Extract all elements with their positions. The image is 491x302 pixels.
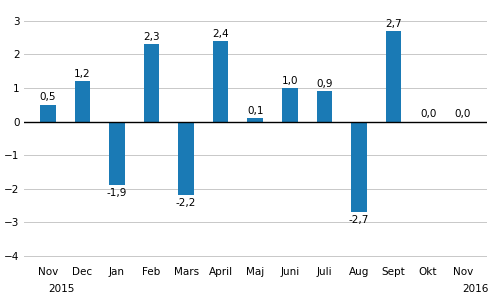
Text: -2,2: -2,2 — [176, 198, 196, 208]
Bar — [317, 92, 332, 122]
Bar — [247, 118, 263, 122]
Text: 1,2: 1,2 — [74, 69, 91, 79]
Text: -1,9: -1,9 — [107, 188, 127, 198]
Bar — [144, 44, 160, 122]
Text: 2016: 2016 — [463, 284, 489, 294]
Bar — [109, 122, 125, 185]
Text: 2015: 2015 — [48, 284, 74, 294]
Text: 0,9: 0,9 — [316, 79, 332, 89]
Text: 1,0: 1,0 — [281, 76, 298, 86]
Bar — [386, 31, 401, 122]
Text: 2,3: 2,3 — [143, 32, 160, 42]
Text: 0,0: 0,0 — [455, 109, 471, 119]
Text: 0,0: 0,0 — [420, 109, 436, 119]
Bar — [75, 81, 90, 122]
Bar — [178, 122, 194, 195]
Text: 2,7: 2,7 — [385, 19, 402, 29]
Bar — [351, 122, 367, 212]
Bar — [282, 88, 298, 122]
Bar — [40, 105, 55, 122]
Text: 0,5: 0,5 — [40, 92, 56, 102]
Bar — [213, 41, 228, 122]
Text: 0,1: 0,1 — [247, 106, 264, 116]
Text: -2,7: -2,7 — [349, 214, 369, 225]
Text: 2,4: 2,4 — [213, 29, 229, 39]
